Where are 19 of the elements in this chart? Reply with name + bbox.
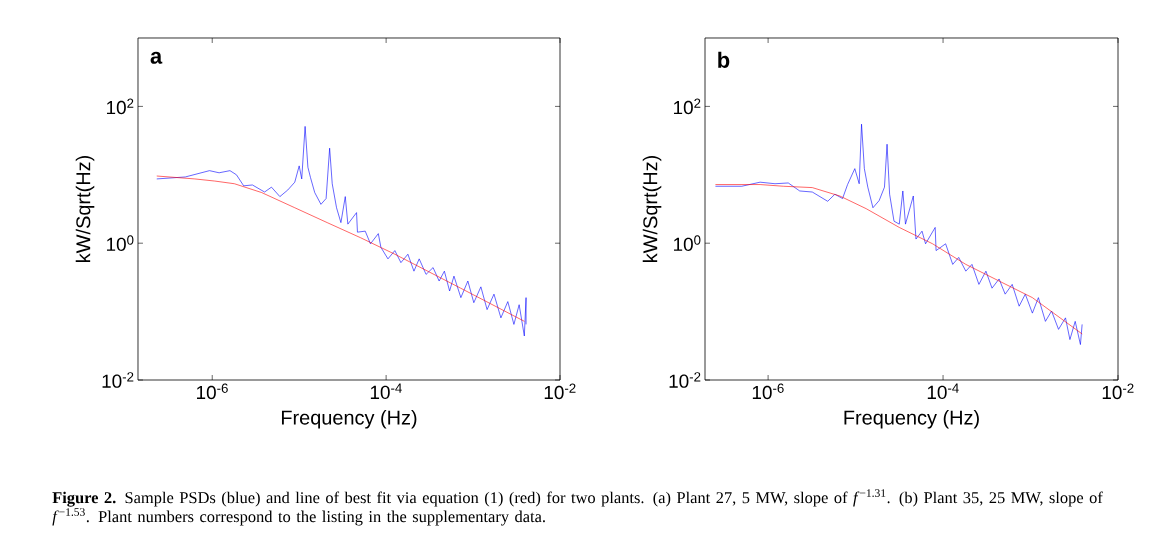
text: Figure 2. Sample PSDs (blue) and line of best fit via equation (1) (red) for two plants. (a) Plant 27, 5 MW, slope of f$^{−1.31}$. (b) Plant 35, 25 MW, slope of f$^{−1.53}$. Plant numbers correspond to the listing in the supplementary data. (52, 489, 1103, 526)
x-tick-label: 10$^{-6}$ (197, 383, 228, 400)
x-tick-label: 10$^{-6}$ (752, 383, 784, 400)
y-tick-label: 10$^{-2}$ (669, 372, 701, 388)
y-tick-label: 10$^{0}$ (106, 235, 134, 252)
y-tick-label: 10$^{2}$ (106, 98, 134, 115)
y-tick-label: 10$^{0}$ (674, 235, 701, 252)
y-axis-title: kW/Sqrt(Hz) (642, 155, 662, 262)
x-tick-label: 10$^{-2}$ (544, 383, 576, 400)
annotation: b (718, 51, 730, 68)
y-axis-title: kW/Sqrt(Hz) (75, 155, 95, 262)
x-tick-label: 10$^{-4}$ (370, 383, 402, 400)
x-axis-title: Frequency (Hz) (844, 410, 979, 429)
annotation: a (150, 51, 163, 64)
x-axis-title: Frequency (Hz) (281, 410, 417, 429)
y-tick-label: 10$^{2}$ (674, 98, 701, 115)
y-tick-label: 10$^{-2}$ (102, 372, 134, 388)
x-tick-label: 10$^{-2}$ (1102, 383, 1134, 400)
x-tick-label: 10$^{-4}$ (927, 383, 959, 400)
